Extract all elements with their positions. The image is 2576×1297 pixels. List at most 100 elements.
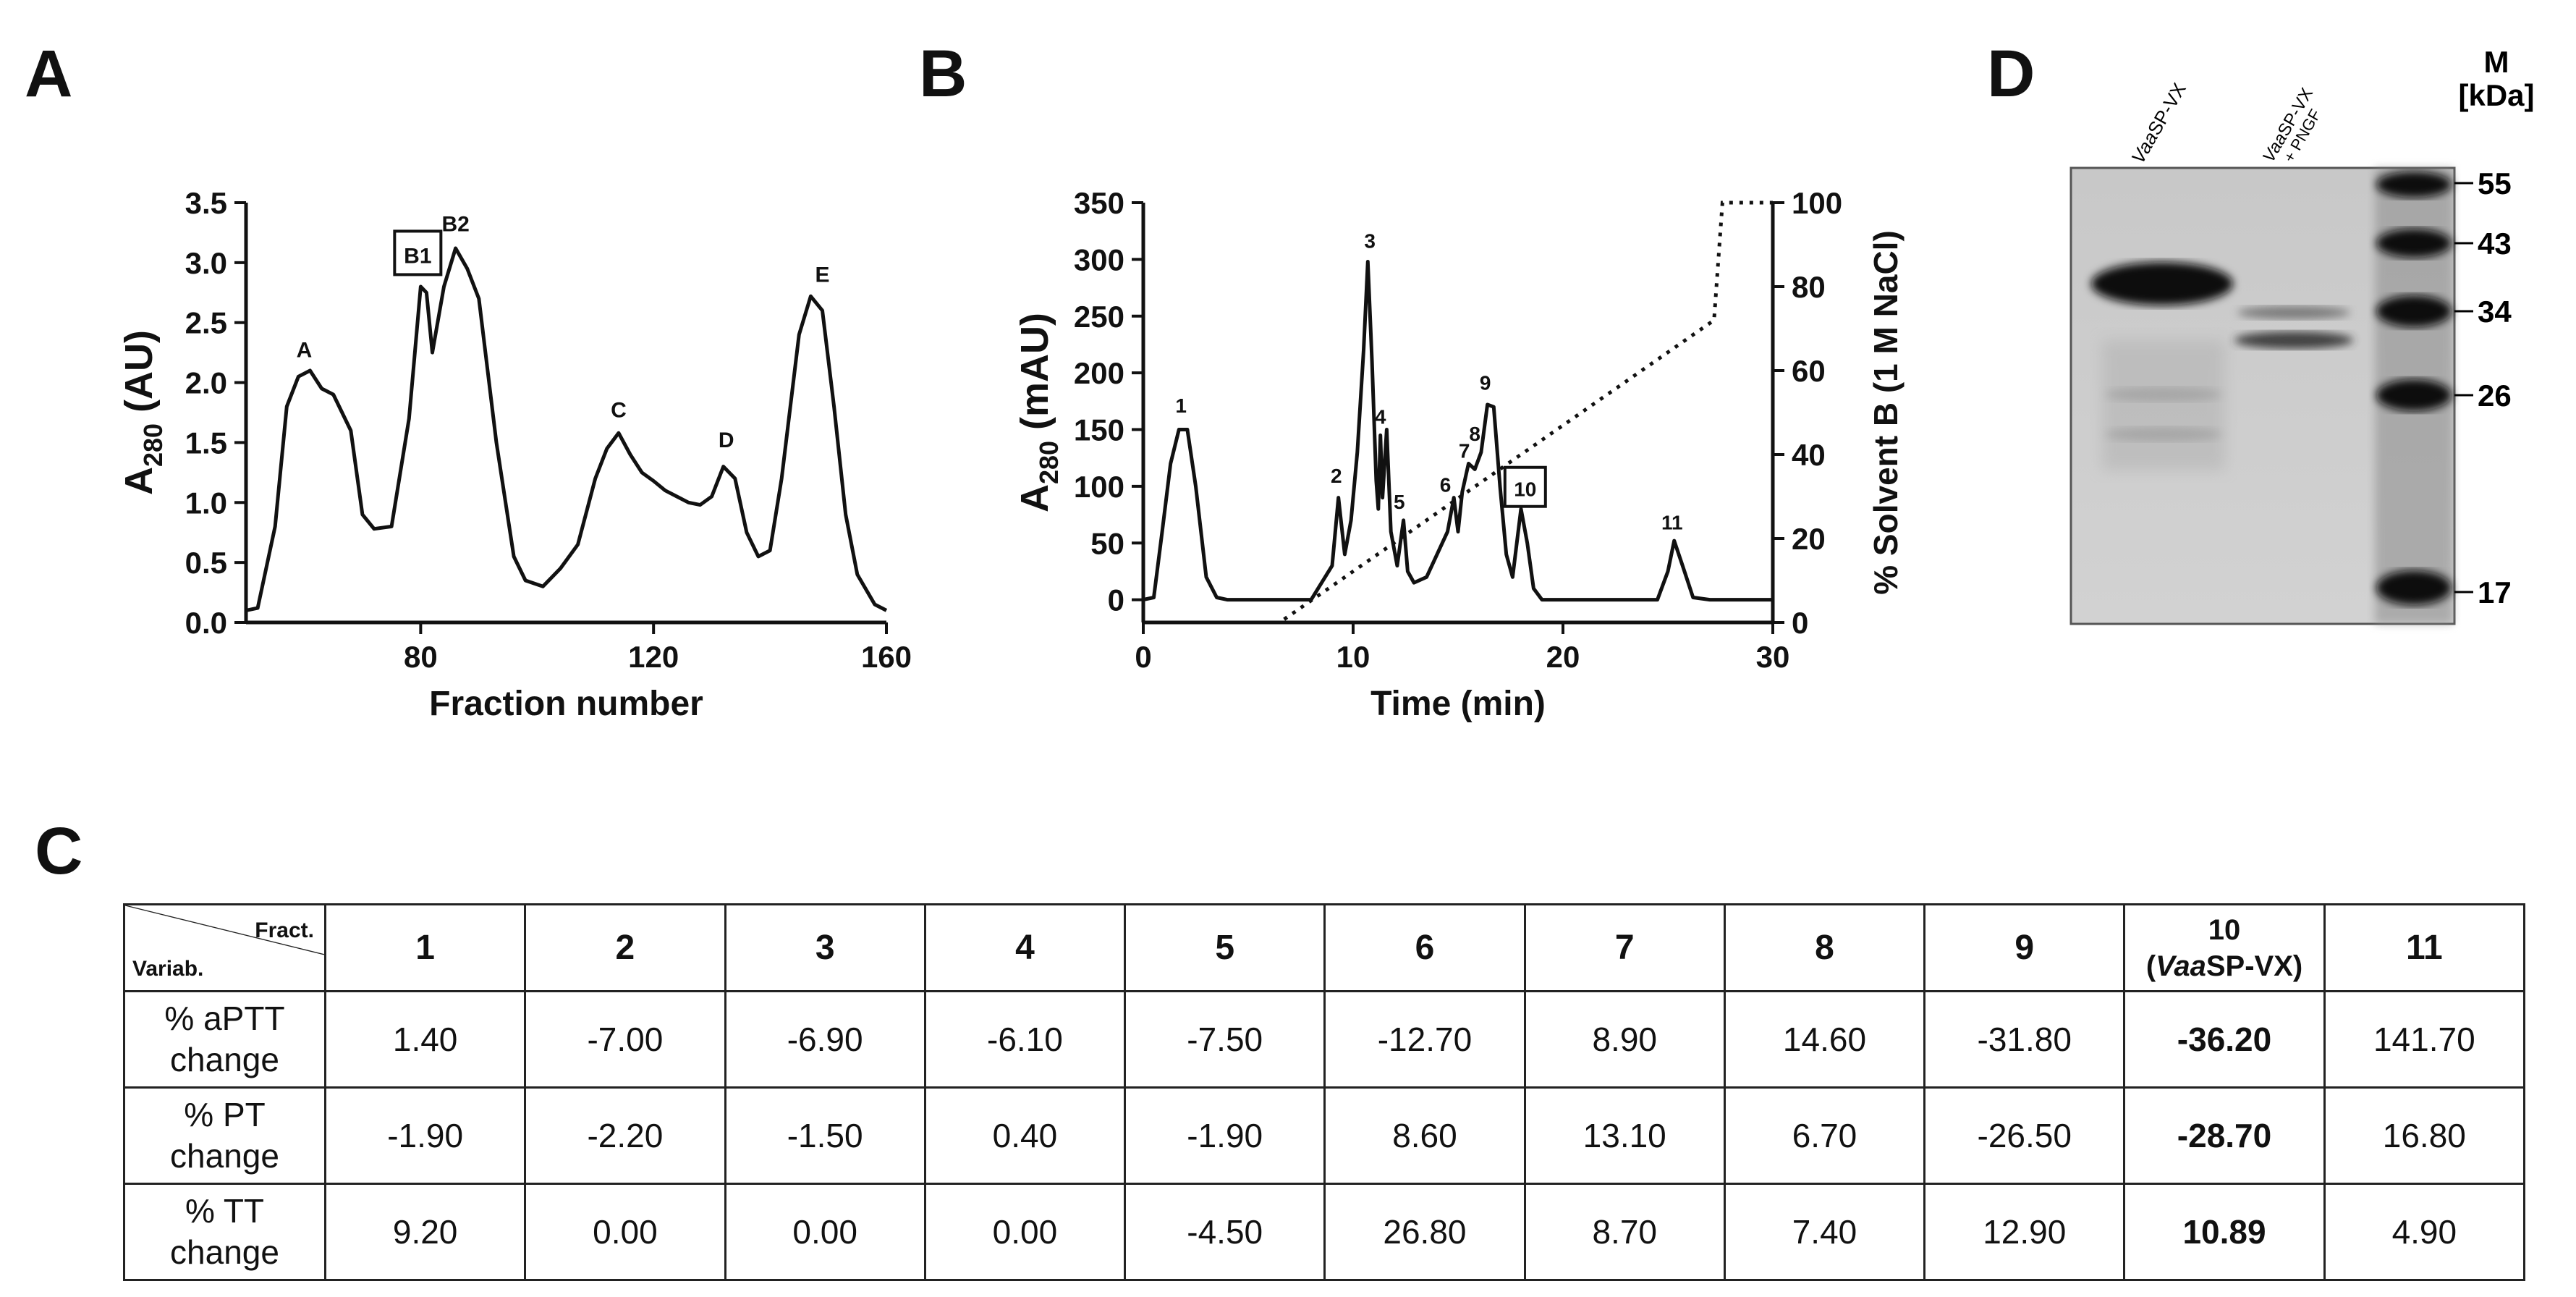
- gel-band-lane2-main: [2234, 331, 2353, 349]
- chart-b: 0 50 100 150 200 250 300 350 0 20 40 60 80 100 0 10 20 30…: [1013, 186, 1905, 723]
- y-axis-label: A280 (mAU): [1013, 313, 1064, 512]
- peak-label: C: [611, 399, 627, 423]
- table-cell: 7.40: [1723, 1183, 1926, 1281]
- y2-tick-label: 0: [1792, 606, 1808, 640]
- gel-marker-band-55: [2376, 172, 2452, 198]
- table-cell: -4.50: [1124, 1183, 1326, 1281]
- table-cell: -7.50: [1124, 990, 1326, 1089]
- y-tick-label: 1.0: [185, 486, 227, 520]
- table-row: % aPTT change 1.40 -7.00 -6.90 -6.10 -7.5…: [123, 990, 2526, 1089]
- table-cell: 8.90: [1523, 990, 1726, 1089]
- table-cell: 13.10: [1523, 1086, 1726, 1185]
- y2-tick-label: 40: [1792, 438, 1826, 472]
- table-cell: -1.90: [1124, 1086, 1326, 1185]
- y-tick-label: 2.5: [185, 306, 227, 340]
- y-tick-label: 300: [1074, 242, 1124, 276]
- table-cell: -7.00: [524, 990, 726, 1089]
- gel-unit-label: [kDa]: [2458, 78, 2534, 112]
- peak-label: 3: [1364, 230, 1376, 253]
- gel-marker-17: 17: [2478, 575, 2512, 609]
- y-tick-label: 3.0: [185, 246, 227, 280]
- peak-label: A: [297, 339, 313, 363]
- peak-label: E: [815, 263, 829, 287]
- y-tick-label: 200: [1074, 356, 1124, 390]
- y-tick-label: 0: [1108, 583, 1124, 617]
- col-header-10-number: 10: [2208, 913, 2241, 946]
- gel-band-lane1-main: [2091, 262, 2233, 305]
- peak-label: 9: [1480, 372, 1491, 394]
- x-tick-label: 20: [1546, 640, 1580, 674]
- row-label-tt: % TT change: [123, 1183, 326, 1281]
- col-header-6: 6: [1323, 903, 1526, 992]
- table-cell: 141.70: [2323, 990, 2526, 1089]
- table-cell: 1.40: [323, 990, 527, 1089]
- table-cell: 4.90: [2323, 1183, 2526, 1281]
- table-cell-highlight: -28.70: [2123, 1086, 2326, 1185]
- gel-marker-43: 43: [2478, 227, 2512, 261]
- peak-label: 2: [1331, 465, 1342, 487]
- table-cell: 0.00: [524, 1183, 726, 1281]
- table-cell: -2.20: [524, 1086, 726, 1185]
- table-cell: -31.80: [1923, 990, 2126, 1089]
- table-cell: 0.00: [724, 1183, 926, 1281]
- x-axis-label: Fraction number: [429, 685, 703, 723]
- table-cell: -1.50: [724, 1086, 926, 1185]
- peak-label: 4: [1375, 406, 1386, 428]
- row-label-aptt: % aPTT change: [123, 990, 326, 1089]
- table-cell: -12.70: [1323, 990, 1526, 1089]
- col-header-9: 9: [1923, 903, 2126, 992]
- gel-marker-band-26: [2376, 379, 2452, 411]
- col-header-11: 11: [2323, 903, 2526, 992]
- table-cell: 16.80: [2323, 1086, 2526, 1185]
- x-tick-label: 160: [861, 640, 912, 674]
- peak-label: 10: [1514, 478, 1536, 501]
- table-row: % PT change -1.90 -2.20 -1.50 0.40 -1.90 …: [123, 1086, 2526, 1185]
- x-tick-label: 80: [404, 640, 438, 674]
- col-header-8: 8: [1723, 903, 1926, 992]
- y-tick-label: 2.0: [185, 366, 227, 400]
- corner-fract-label: Fract.: [255, 918, 314, 942]
- col-header-1: 1: [323, 903, 527, 992]
- peak-label-box: [1503, 465, 1547, 508]
- gel-smear-lane1: [2102, 340, 2225, 470]
- table-cell-highlight: 10.89: [2123, 1183, 2326, 1281]
- table-cell: 0.40: [923, 1086, 1127, 1185]
- peak-label: 8: [1469, 423, 1480, 445]
- col-header-2: 2: [524, 903, 726, 992]
- table-cell: -6.10: [923, 990, 1127, 1089]
- series-line-a280: [1143, 260, 1773, 602]
- y-tick-label: 0.0: [185, 606, 227, 640]
- col-header-3: 3: [724, 903, 926, 992]
- y-tick-label: 3.5: [185, 186, 227, 220]
- peak-label: B1: [404, 244, 431, 268]
- panel-letter-a: A: [25, 37, 73, 111]
- y2-tick-label: 80: [1792, 270, 1826, 304]
- col-header-4: 4: [923, 903, 1127, 992]
- table-cell: 12.90: [1923, 1183, 2126, 1281]
- peak-label: 11: [1661, 511, 1683, 533]
- y2-tick-label: 60: [1792, 354, 1826, 388]
- y-tick-label: 350: [1074, 186, 1124, 220]
- y2-tick-label: 20: [1792, 522, 1826, 556]
- y-axis-label: A280 (AU): [117, 330, 168, 495]
- col-header-5: 5: [1124, 903, 1326, 992]
- table-cell: -6.90: [724, 990, 926, 1089]
- gel-marker-band-17: [2376, 570, 2452, 605]
- y2-tick-label: 100: [1792, 186, 1842, 220]
- gel-marker-band-34: [2376, 295, 2452, 327]
- gel-marker-title: M: [2484, 45, 2509, 79]
- gel-band-lane2-upper: [2237, 306, 2350, 319]
- x-tick-label: 10: [1336, 640, 1370, 674]
- peak-label: D: [719, 428, 734, 452]
- x-tick-label: 30: [1756, 640, 1790, 674]
- gel-marker-26: 26: [2478, 379, 2512, 413]
- table-cell: 14.60: [1723, 990, 1926, 1089]
- gel-lane1-label: VaaSP-VX: [2127, 79, 2190, 167]
- gel-image-d: VaaSP-VX VaaSP-VX + PNGF M [kDa] 55 43 3…: [2069, 45, 2535, 625]
- y-tick-label: 150: [1074, 413, 1124, 447]
- gel-marker-55: 55: [2478, 166, 2512, 200]
- y2-axis-label: % Solvent B (1 M NaCl): [1867, 230, 1905, 595]
- x-tick-label: 0: [1135, 640, 1151, 674]
- table-cell: 8.60: [1323, 1086, 1526, 1185]
- table-cell: 26.80: [1323, 1183, 1526, 1281]
